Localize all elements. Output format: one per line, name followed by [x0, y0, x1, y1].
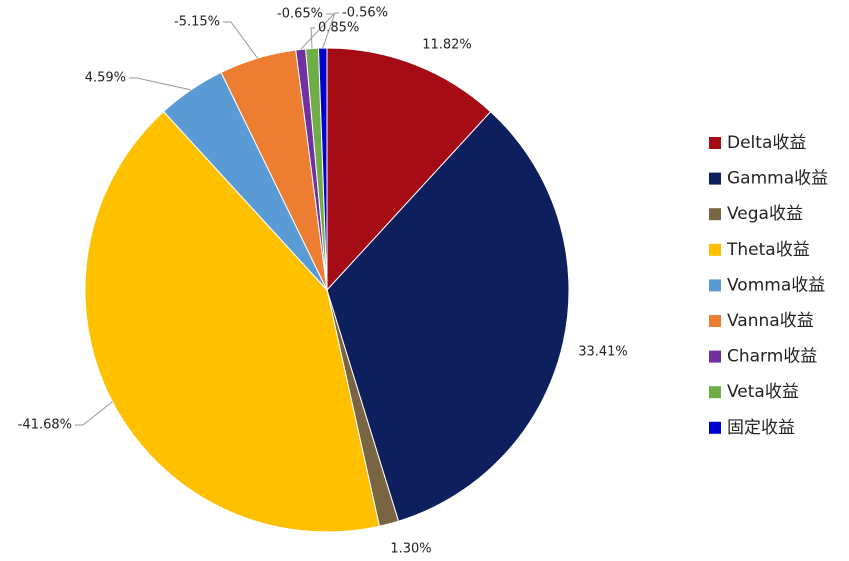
legend-label: Vega收益: [727, 204, 803, 224]
data-label: 4.59%: [85, 71, 126, 86]
legend-swatch: [709, 315, 721, 327]
data-label: 11.82%: [422, 38, 472, 53]
legend-label: Vomma收益: [727, 275, 825, 295]
pie-slice: [84, 110, 381, 533]
legend-swatch: [709, 421, 721, 434]
legend-label: Vanna收益: [727, 311, 814, 331]
leader-line: [75, 401, 113, 426]
legend-label: Charm收益: [727, 347, 817, 367]
data-label: 1.30%: [390, 542, 431, 557]
pie-slice: [326, 47, 492, 292]
legend-swatch: [709, 279, 721, 292]
data-label: -0.56%: [342, 6, 388, 21]
legend-swatch: [709, 386, 721, 399]
legend-swatch: [709, 350, 721, 363]
legend-label: Delta收益: [727, 133, 806, 153]
legend-swatch: [709, 243, 721, 256]
data-label: -5.15%: [174, 15, 220, 30]
data-label: 33.41%: [578, 345, 628, 360]
data-label: -41.68%: [18, 418, 72, 433]
legend-swatch: [709, 172, 721, 185]
leader-line: [310, 27, 315, 49]
data-label: 0.85%: [318, 21, 359, 36]
legend-swatch: [709, 137, 721, 149]
legend-label: Gamma收益: [727, 169, 828, 189]
leader-line: [129, 77, 192, 91]
pie-slice: [326, 111, 570, 522]
leader-line: [223, 21, 258, 59]
data-label: -0.65%: [277, 7, 323, 22]
legend-label: Theta收益: [726, 240, 810, 260]
legend-label: Veta收益: [727, 382, 799, 402]
legend-label: 固定收益: [727, 418, 795, 438]
leader-line: [322, 12, 339, 49]
legend-swatch: [709, 208, 721, 221]
